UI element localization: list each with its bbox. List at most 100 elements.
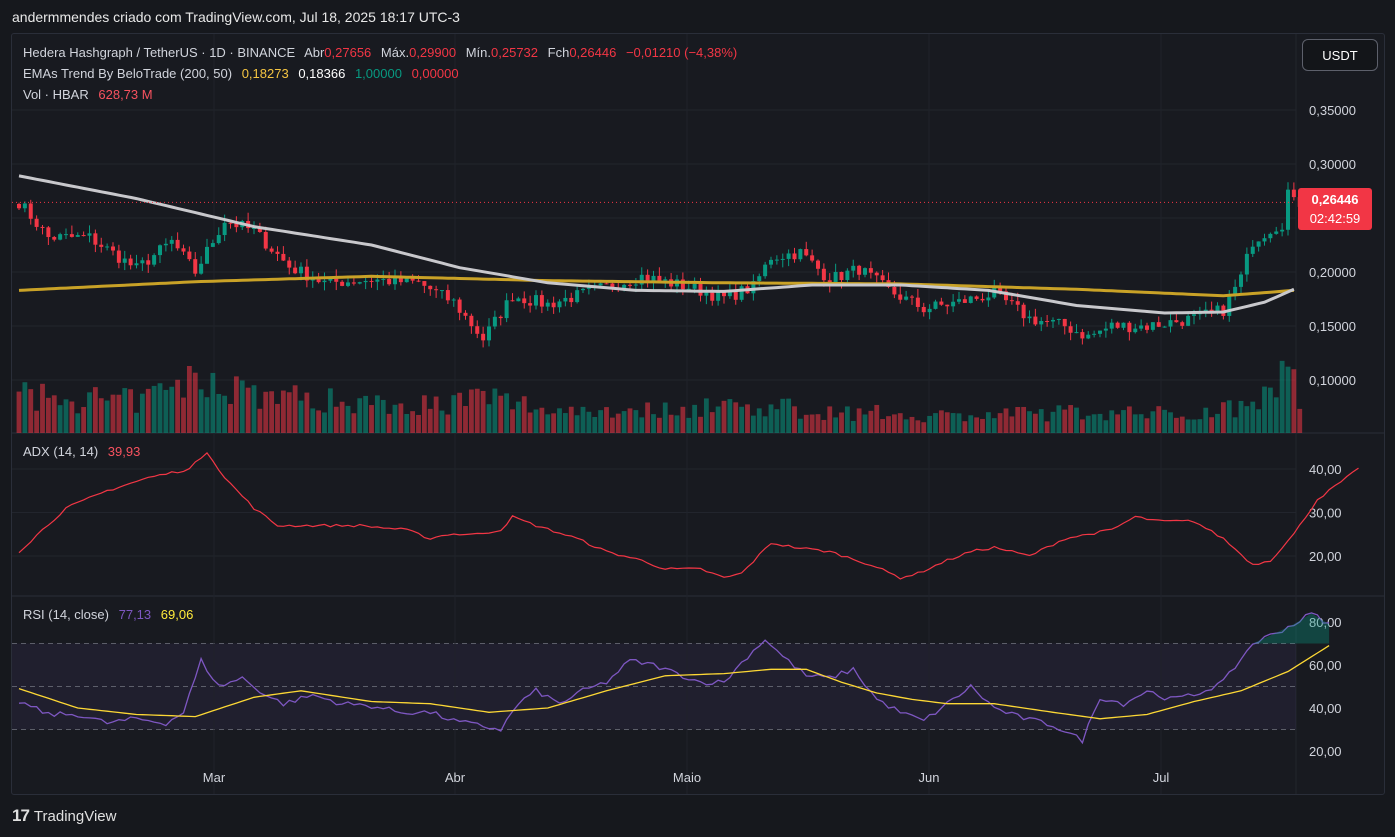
volume-bar: [721, 400, 727, 433]
volume-bar: [175, 379, 181, 433]
volume-label[interactable]: Vol · HBAR: [23, 87, 89, 102]
volume-bar: [698, 416, 703, 433]
candle-body: [569, 297, 574, 303]
candle-body: [804, 249, 809, 256]
volume-bar: [380, 399, 386, 433]
candle-body: [158, 245, 162, 256]
candle-body: [851, 265, 856, 271]
candle-body: [99, 244, 104, 247]
volume-bar: [727, 399, 733, 433]
volume-bar: [1232, 417, 1238, 433]
volume-bar: [974, 417, 980, 433]
candle-body: [498, 316, 503, 319]
candle-body: [892, 286, 897, 295]
candle-body: [751, 281, 756, 294]
volume-bar: [1244, 406, 1250, 433]
candle-body: [962, 299, 967, 303]
volume-bar: [521, 396, 527, 433]
rsi-value: 77,13: [118, 607, 152, 622]
volume-bar: [962, 421, 968, 433]
adx-axis-tick: 40,00: [1309, 462, 1342, 477]
chart-canvas[interactable]: 0,350000,300000,250000,200000,150000,100…: [12, 34, 1384, 794]
volume-bar: [1003, 408, 1009, 433]
symbol-name[interactable]: Hedera Hashgraph / TetherUS · 1D · BINAN…: [23, 45, 296, 60]
candle-body: [28, 203, 33, 219]
candle-body: [1056, 318, 1061, 320]
candle-body: [52, 237, 57, 240]
candle-body: [140, 260, 145, 264]
volume-legend[interactable]: Vol · HBAR 628,73 M: [23, 87, 159, 102]
volume-bar: [498, 395, 504, 433]
candle-body: [939, 301, 944, 305]
volume-bar: [474, 388, 480, 433]
candle-body: [1162, 326, 1167, 328]
adx-label[interactable]: ADX (14, 14): [23, 444, 99, 459]
volume-bar: [245, 387, 251, 433]
volume-bar: [510, 409, 515, 433]
volume-bar: [451, 395, 457, 433]
volume-bar: [856, 408, 862, 433]
volume-bar: [1185, 419, 1191, 433]
volume-bar: [1226, 400, 1232, 433]
volume-bar: [1038, 409, 1044, 433]
candle-body: [252, 227, 256, 229]
last-price-label: 0,26446 02:42:59: [1298, 188, 1372, 230]
volume-bar: [263, 391, 269, 433]
volume-bar: [34, 410, 40, 433]
candle-body: [310, 279, 315, 281]
volume-bar: [1191, 419, 1197, 433]
volume-bar: [75, 413, 81, 433]
candle-body: [927, 308, 932, 313]
rsi-legend[interactable]: RSI (14, close) 77,13 69,06: [23, 607, 199, 622]
candle-body: [1286, 189, 1290, 230]
low-value: 0,25732: [491, 45, 539, 60]
volume-bar: [280, 390, 286, 433]
volume-bar: [815, 414, 821, 433]
price-axis-tick: 0,15000: [1309, 319, 1356, 334]
symbol-legend[interactable]: Hedera Hashgraph / TetherUS · 1D · BINAN…: [23, 45, 743, 60]
candle-body: [175, 239, 180, 249]
volume-bar: [1126, 406, 1132, 433]
volume-bar: [1209, 417, 1215, 433]
volume-bar: [363, 395, 369, 433]
ema-label[interactable]: EMAs Trend By BeloTrade (200, 50): [23, 66, 233, 81]
volume-bar: [874, 404, 880, 433]
candle-body: [874, 272, 879, 276]
volume-bar: [604, 407, 609, 433]
candle-body: [451, 299, 456, 301]
volume-bar: [251, 385, 257, 433]
volume-bar: [1162, 409, 1168, 433]
volume-bar: [921, 422, 927, 433]
volume-bar: [468, 389, 474, 433]
rsi-label[interactable]: RSI (14, close): [23, 607, 109, 622]
volume-bar: [1103, 420, 1109, 433]
candle-body: [1250, 246, 1255, 254]
change-value: −0,01210 (−4,38%): [625, 45, 738, 60]
volume-bar: [733, 402, 739, 433]
volume-bar: [656, 417, 662, 433]
candle-body: [1145, 325, 1149, 330]
volume-bar: [1027, 411, 1032, 433]
candle-body: [557, 301, 562, 308]
ema-value-3: 1,00000: [354, 66, 402, 81]
candle-body: [1121, 322, 1126, 328]
ema-legend[interactable]: EMAs Trend By BeloTrade (200, 50) 0,1827…: [23, 66, 465, 81]
candle-body: [651, 275, 656, 282]
candle-body: [1098, 330, 1102, 334]
volume-bar: [668, 414, 674, 433]
volume-bar: [1285, 366, 1291, 433]
candle-body: [798, 249, 803, 260]
candle-body: [487, 326, 491, 341]
volume-bar: [257, 408, 263, 433]
candle-body: [163, 243, 168, 246]
volume-bar: [792, 406, 797, 433]
chart-frame[interactable]: 0,350000,300000,250000,200000,150000,100…: [11, 33, 1385, 795]
adx-legend[interactable]: ADX (14, 14) 39,93: [23, 444, 146, 459]
candle-body: [586, 287, 591, 289]
volume-bar: [57, 405, 63, 433]
currency-button[interactable]: USDT: [1302, 39, 1378, 71]
tradingview-logo-icon: 17: [12, 806, 30, 825]
volume-bar: [433, 396, 439, 433]
volume-bar: [81, 407, 87, 433]
tradingview-brand[interactable]: 17 TradingView: [12, 806, 116, 826]
